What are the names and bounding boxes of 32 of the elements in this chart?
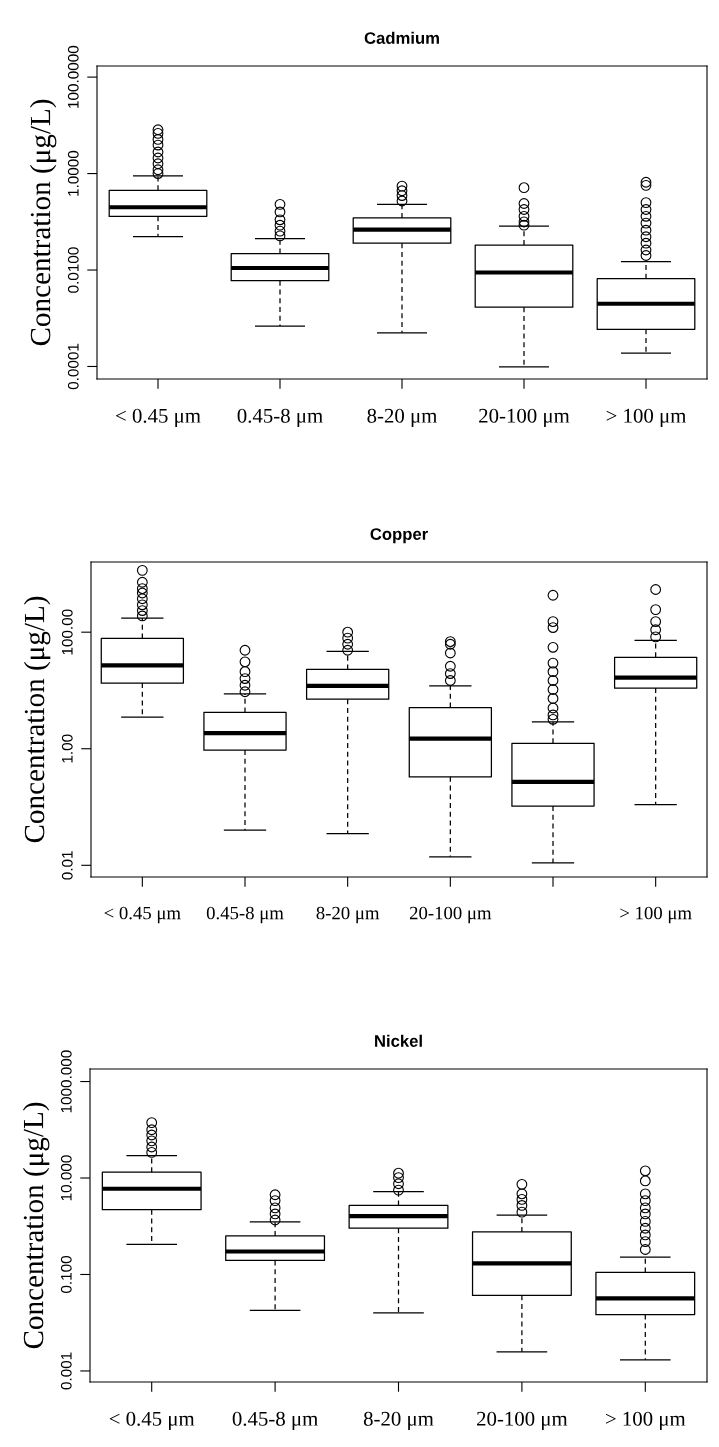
chart-title: Copper	[370, 528, 428, 544]
x-tick-label: < 0.45 μm	[109, 1411, 195, 1431]
y-tick-label: 1.0000	[67, 150, 79, 196]
y-axis-title: Concentration (μg/L)	[22, 1102, 50, 1349]
x-tick-label: < 0.45 μm	[116, 408, 201, 428]
x-tick-label: 8-20 μm	[316, 906, 380, 924]
y-tick-label: 10.000	[60, 1155, 72, 1201]
x-tick-label: 0.45-8 μm	[237, 408, 323, 428]
x-tick-label: 8-20 μm	[367, 408, 438, 428]
y-tick-label: 100.00	[61, 609, 73, 655]
y-axis-title: Concentration (μg/L)	[23, 596, 51, 843]
x-tick-label: < 0.45 μm	[104, 906, 181, 924]
x-tick-label: > 100 μm	[605, 1411, 686, 1431]
x-tick-label: > 100 μm	[620, 906, 692, 924]
y-tick-label: 0.01	[61, 851, 73, 880]
y-tick-label: 1000.000	[60, 1050, 72, 1113]
y-tick-label: 0.0100	[67, 247, 79, 293]
x-tick-label: 20-100 μm	[409, 906, 492, 924]
x-tick-label: 0.45-8 μm	[232, 1411, 318, 1431]
y-tick-label: 0.100	[60, 1255, 72, 1293]
chart-title: Cadmium	[364, 31, 439, 44]
y-tick-label: 1.00	[61, 734, 73, 763]
y-tick-label: 0.001	[60, 1352, 72, 1390]
x-tick-label: 20-100 μm	[479, 408, 570, 428]
x-tick-label: 8-20 μm	[363, 1411, 434, 1431]
x-tick-label: 0.45-8 μm	[206, 906, 284, 924]
chart-title: Nickel	[375, 1034, 422, 1047]
y-axis-title: Concentration (μg/L)	[29, 99, 57, 346]
y-tick-label: 0.0001	[67, 343, 79, 390]
x-tick-label: > 100 μm	[606, 408, 687, 428]
y-tick-label: 100.0000	[67, 45, 79, 108]
x-tick-label: 20-100 μm	[477, 1411, 568, 1431]
